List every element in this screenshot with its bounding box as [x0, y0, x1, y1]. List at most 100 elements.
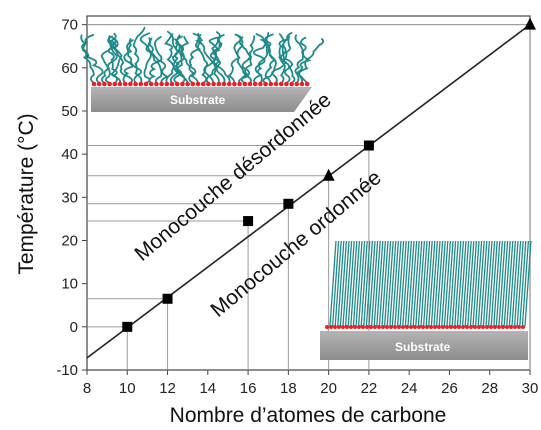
disordered-chain [188, 32, 204, 84]
ordered-chain [339, 240, 348, 327]
ordered-chain [435, 240, 444, 327]
disordered-chain [126, 39, 143, 84]
disordered-headgroup [278, 81, 284, 87]
ordered-chain [355, 240, 363, 327]
substrate-slab-top [91, 87, 312, 112]
data-point-square [243, 216, 254, 227]
trend-line [86, 23, 531, 359]
x-tick-label: 8 [83, 380, 91, 397]
ordered-chain [334, 240, 342, 327]
ordered-headgroup [381, 325, 385, 329]
ordered-headgroup [329, 325, 333, 329]
ordered-headgroup [417, 325, 421, 329]
data-markers [122, 17, 536, 332]
ordered-chain [344, 240, 353, 327]
disordered-headgroup [216, 81, 222, 87]
ordered-chain [482, 240, 491, 327]
ordered-headgroup [345, 325, 349, 329]
ordered-chain [378, 240, 387, 327]
x-tick-label: 12 [159, 380, 176, 397]
disordered-chain [145, 37, 163, 84]
disordered-headgroup [200, 81, 206, 87]
disordered-chain [109, 37, 133, 84]
ordered-headgroup [341, 325, 345, 329]
disordered-headgroup [304, 81, 310, 87]
disordered-headgroup [107, 81, 112, 87]
disordered-chain [236, 34, 253, 84]
ordered-headgroup [333, 325, 337, 329]
ordered-chain [508, 240, 517, 327]
disordered-chain [164, 33, 189, 84]
disordered-headgroup [247, 81, 253, 87]
ordered-chain [389, 240, 397, 327]
ordered-headgroup [405, 325, 409, 329]
disordered-headgroup [242, 81, 248, 87]
disordered-headgroup [252, 81, 258, 87]
disordered-chain [238, 35, 256, 84]
data-point-square [162, 293, 173, 304]
disordered-headgroup [299, 81, 305, 87]
disordered-headgroup [258, 81, 263, 87]
ordered-chain [467, 240, 475, 327]
ordered-chain [402, 240, 410, 327]
substrate-label-top: Substrate [170, 93, 226, 107]
x-tick-label: 30 [522, 380, 539, 397]
data-point-triangle [524, 17, 536, 30]
disordered-headgroup [133, 81, 138, 87]
x-tick-label: 20 [320, 380, 337, 397]
disordered-headgroup [263, 81, 268, 87]
disordered-chain [213, 34, 231, 84]
disordered-headgroup [237, 81, 242, 87]
ordered-chain [480, 240, 488, 327]
disordered-headgroup [180, 81, 185, 87]
ordered-chain [381, 240, 389, 327]
ordered-chain [415, 240, 423, 327]
ordered-chain [417, 240, 426, 327]
ordered-chain [454, 240, 462, 327]
disordered-chain [169, 34, 185, 84]
ordered-chain [370, 240, 379, 327]
ordered-chain [443, 240, 452, 327]
disordered-headgroup [138, 81, 144, 87]
disordered-chain [208, 36, 226, 84]
ordered-chain [337, 240, 345, 327]
ordered-headgroup [433, 325, 437, 329]
ordered-headgroup [409, 325, 413, 329]
ordered-headgroup [401, 325, 405, 329]
ordered-chain [441, 240, 449, 327]
disordered-chain [165, 30, 181, 84]
disordered-headgroup [143, 81, 149, 87]
disordered-headgroup [206, 81, 211, 87]
ordered-headgroup [445, 325, 449, 329]
ordered-chain [376, 240, 384, 327]
ordered-chain [383, 240, 392, 327]
ordered-headgroup [397, 325, 401, 329]
disordered-chain [175, 35, 186, 84]
disordered-chain [174, 38, 199, 84]
ordered-chain [425, 240, 433, 327]
ordered-headgroup [493, 325, 497, 329]
disordered-headgroup [211, 81, 216, 87]
ordered-chain [396, 240, 405, 327]
ordered-chain [487, 240, 496, 327]
ordered-chain [511, 240, 519, 327]
disordered-chain [278, 33, 296, 84]
disordered-chain [236, 36, 252, 84]
disordered-headgroup [122, 81, 128, 87]
disordered-headgroup [289, 81, 294, 87]
ordered-chain [404, 240, 413, 327]
y-tick-label: 70 [61, 17, 78, 34]
disordered-headgroup [148, 81, 154, 87]
ordered-headgroup [469, 325, 473, 329]
ordered-chain [430, 240, 439, 327]
disordered-headgroup [117, 81, 123, 87]
ordered-chain [513, 240, 522, 327]
ordered-chain [474, 240, 483, 327]
ordered-chain [357, 240, 366, 327]
ordered-chain [368, 240, 376, 327]
disordered-headgroup [164, 81, 170, 87]
ordered-chains [329, 240, 532, 327]
data-point-square [122, 321, 133, 332]
ordered-headgroup [421, 325, 425, 329]
x-tick-label: 16 [240, 380, 257, 397]
